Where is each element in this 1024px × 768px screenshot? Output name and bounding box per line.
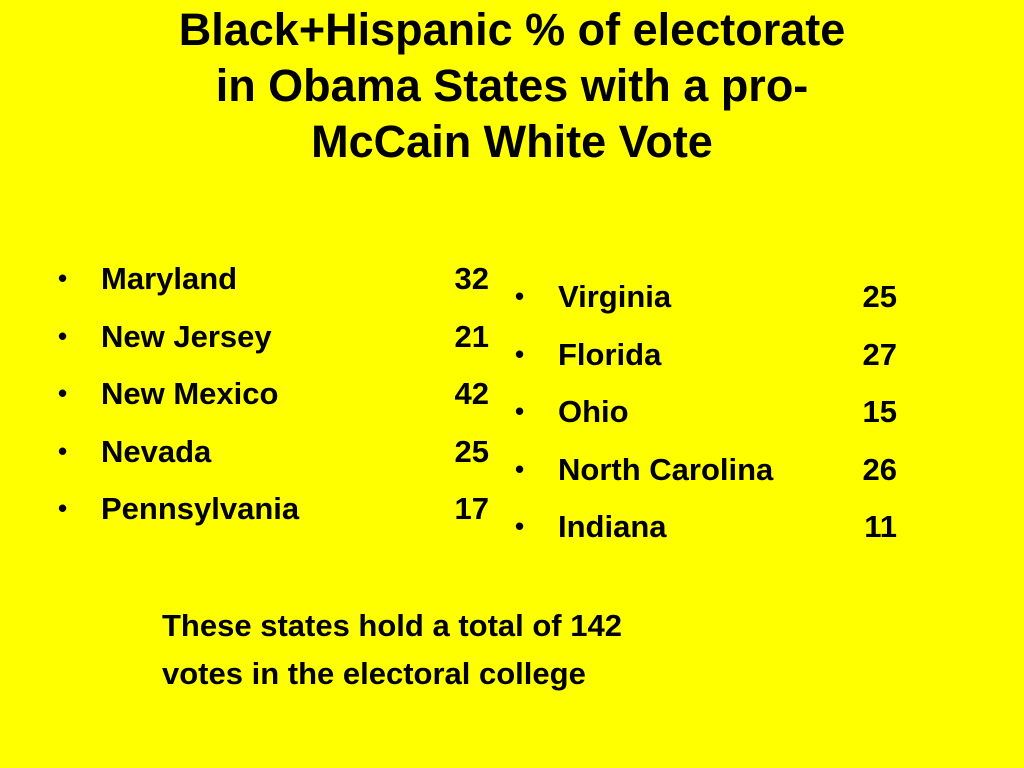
bullet-icon: • [515, 453, 525, 484]
bullet-icon: • [515, 396, 525, 426]
state-name: Pennsylvania [101, 491, 300, 526]
slide-title: Black+Hispanic % of electorate in Obama … [40, 2, 984, 170]
state-value: 21 [454, 318, 489, 354]
bullet-icon: • [515, 281, 525, 311]
footnote-line-2: votes in the electoral college [162, 656, 586, 691]
footnote-line-1: These states hold a total of 142 [162, 608, 622, 643]
state-value: 11 [864, 509, 897, 544]
state-value: 32 [454, 261, 489, 296]
title-line-3: McCain White Vote [311, 116, 713, 167]
bullet-icon: • [515, 511, 525, 541]
state-name: Florida [558, 336, 662, 372]
state-value: 27 [862, 336, 897, 372]
state-value: 25 [862, 279, 897, 314]
bullet-icon: • [58, 378, 68, 408]
state-name: Indiana [558, 509, 667, 544]
electoral-votes-footnote: These states hold a total of 142 votes i… [162, 602, 622, 698]
state-name: Virginia [558, 279, 672, 314]
state-name: North Carolina [558, 451, 774, 487]
state-value: 26 [862, 451, 897, 487]
state-name: New Jersey [101, 318, 272, 354]
bullet-icon: • [515, 338, 525, 369]
bullet-icon: • [58, 320, 68, 351]
state-value: 15 [862, 394, 897, 429]
state-name: Ohio [558, 394, 629, 429]
state-value: 42 [454, 376, 489, 411]
bullet-icon: • [58, 493, 68, 523]
bullet-icon: • [58, 263, 68, 293]
state-value: 25 [454, 433, 489, 469]
title-line-2: in Obama States with a pro- [215, 60, 809, 111]
title-line-1: Black+Hispanic % of electorate [178, 4, 846, 55]
bullet-icon: • [58, 435, 68, 466]
state-name: Nevada [101, 433, 212, 469]
state-name: Maryland [101, 261, 238, 296]
state-name: New Mexico [101, 376, 279, 411]
state-value: 17 [454, 491, 489, 526]
